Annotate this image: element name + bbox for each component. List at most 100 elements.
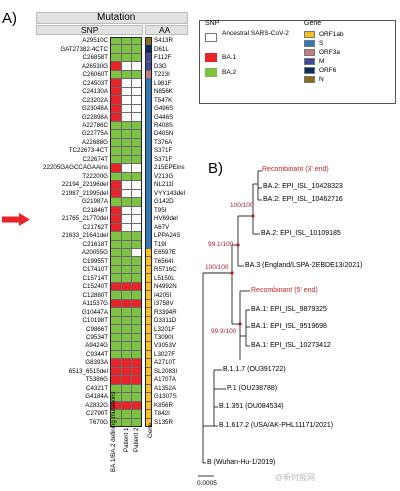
snp-label: C26858T	[82, 54, 108, 62]
mutation-cell	[110, 198, 122, 207]
aa-label: F112F	[154, 54, 172, 62]
legend-swatch-ancestral	[205, 33, 217, 42]
mutation-cell	[110, 121, 122, 131]
mutation-cell	[122, 350, 132, 360]
taxon-ba3: BA.3 (England/LSPA-2EBDE13/2021)	[245, 262, 363, 269]
mutation-cell	[110, 350, 122, 360]
legend-label-orf6: ORF6	[319, 66, 337, 74]
mutation-cell	[122, 130, 132, 139]
snp-label: C22674T	[82, 155, 108, 163]
snp-label: C10198T	[82, 317, 108, 325]
mutation-header: Mutation	[36, 12, 188, 24]
aa-label: G496S	[154, 105, 174, 113]
mutation-cell	[110, 215, 122, 224]
bootstrap-label-ba1: 99.9/100	[211, 328, 237, 335]
mutation-cell	[122, 376, 132, 385]
mutation-cell	[122, 325, 132, 334]
mutation-cell	[122, 401, 132, 411]
snp-label: C9344T	[85, 350, 108, 358]
highlight-arrow-icon	[2, 213, 30, 226]
scale-bar-label: 0.0005	[197, 480, 217, 487]
mutation-cell	[110, 138, 122, 148]
mutation-cell	[122, 45, 132, 54]
taxon-b117: B.1.1.7 (OU391722)	[223, 366, 286, 373]
legend-swatch-ba1	[205, 53, 217, 62]
snp-header: SNP	[36, 25, 143, 35]
legend-label-orf3a: ORF3a	[319, 48, 340, 56]
mutation-cell	[110, 62, 122, 71]
snp-label: C15240T	[82, 283, 108, 291]
snp-label: A11537G	[82, 300, 108, 308]
mutation-cell	[122, 79, 132, 88]
legend-label-orf1ab: ORF1ab	[319, 30, 344, 38]
snp-label: T670G	[89, 418, 108, 426]
mutation-cell	[122, 181, 132, 190]
snp-label: C21846T	[82, 206, 108, 214]
bootstrap-label-ba2ba3: 99.1/100	[208, 241, 234, 248]
mutation-cell	[110, 274, 122, 283]
taxon-ba1-10273412: BA.1: EPI_ISL_10273412	[251, 342, 331, 349]
mutation-cell	[122, 113, 132, 122]
mutation-cell	[122, 104, 132, 114]
mutation-cell	[122, 359, 132, 368]
legend-label-m: M	[319, 57, 325, 65]
snp-label: A20055G	[81, 249, 108, 257]
mutation-cell	[122, 257, 132, 266]
snp-label: C9534T	[85, 334, 108, 341]
aa-label: SL2083I	[154, 367, 178, 375]
taxon-ba2-10462716: BA.2: EPI_ISL_10462716	[263, 196, 343, 203]
mutation-cell	[122, 206, 132, 216]
snp-label: A9424G	[85, 342, 108, 350]
mutation-cell	[122, 291, 132, 300]
snp-label: 6513_6515del	[68, 367, 108, 375]
aa-label: R3394R	[154, 308, 177, 316]
aa-label: T842I	[154, 410, 170, 418]
aa-label: T3090I	[154, 334, 174, 341]
aa-label: T95I	[154, 206, 167, 214]
mutation-cell	[122, 189, 132, 199]
taxon-recombinant-5prime: Recombinant (5' end)	[251, 287, 318, 294]
snp-label: G4184A	[85, 393, 108, 401]
mutation-header-text: Mutation	[97, 12, 136, 23]
snp-label: C15714T	[82, 274, 108, 282]
snp-label: 21633_21641del	[61, 232, 108, 240]
mutation-cell	[122, 232, 132, 241]
snp-label: G10447A	[81, 308, 108, 316]
aa-label: LPPA24S	[154, 232, 181, 240]
aa-label: S371F	[154, 155, 173, 163]
aa-label: L3201F	[154, 325, 175, 333]
taxon-b1351: B.1.351 (OU084534)	[219, 403, 284, 410]
aa-label: R408S	[154, 122, 173, 129]
aa-header: AA	[145, 25, 188, 35]
snp-label: 22194_22196del	[61, 181, 108, 189]
mutation-cell	[110, 172, 122, 182]
legend-label-s: S	[319, 39, 324, 47]
aa-label: NL211I	[154, 181, 174, 189]
taxon-wuhan: B (Wuhan-Hu-1/2019)	[207, 459, 276, 466]
mutation-cell	[110, 240, 122, 249]
aa-label: N856K	[154, 88, 173, 96]
aa-label: I3758V	[154, 300, 174, 308]
taxon-b16172: B.1.617.2 (USA/AK-PHL11171/2021)	[219, 422, 334, 429]
legend-swatch-s	[304, 40, 315, 47]
node-dot-ba1	[238, 322, 242, 326]
mutation-cell	[122, 316, 132, 326]
snp-label: C12880T	[82, 291, 108, 299]
mutation-cell	[122, 342, 132, 351]
mutation-cell	[110, 265, 122, 275]
mutation-cell	[110, 359, 122, 368]
mutation-cell	[122, 249, 132, 258]
mutation-cell	[122, 198, 132, 207]
mutation-cell	[122, 282, 132, 292]
mutation-cell	[110, 257, 122, 266]
snp-label: C23202A	[82, 96, 108, 104]
snp-label: A22786C	[82, 122, 108, 129]
mutation-cell	[122, 240, 132, 249]
panel-b-label: B)	[208, 160, 223, 177]
snp-label: A26530G	[81, 62, 108, 70]
mutation-cell	[110, 308, 122, 317]
aa-label: L5150L	[154, 274, 175, 282]
mutation-cell	[122, 367, 132, 377]
snp-label: A29510C	[82, 37, 108, 45]
